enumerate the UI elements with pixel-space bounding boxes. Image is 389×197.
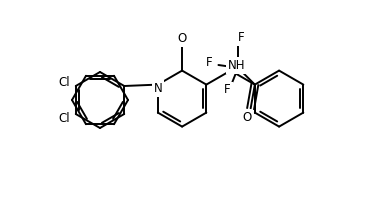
Text: Cl: Cl	[58, 112, 70, 125]
Text: O: O	[177, 32, 187, 45]
Text: N: N	[154, 82, 162, 95]
Text: O: O	[242, 111, 251, 124]
Text: NH: NH	[228, 59, 245, 72]
Text: F: F	[224, 83, 231, 96]
Text: F: F	[206, 57, 213, 70]
Text: F: F	[238, 31, 244, 44]
Text: Cl: Cl	[58, 75, 70, 88]
